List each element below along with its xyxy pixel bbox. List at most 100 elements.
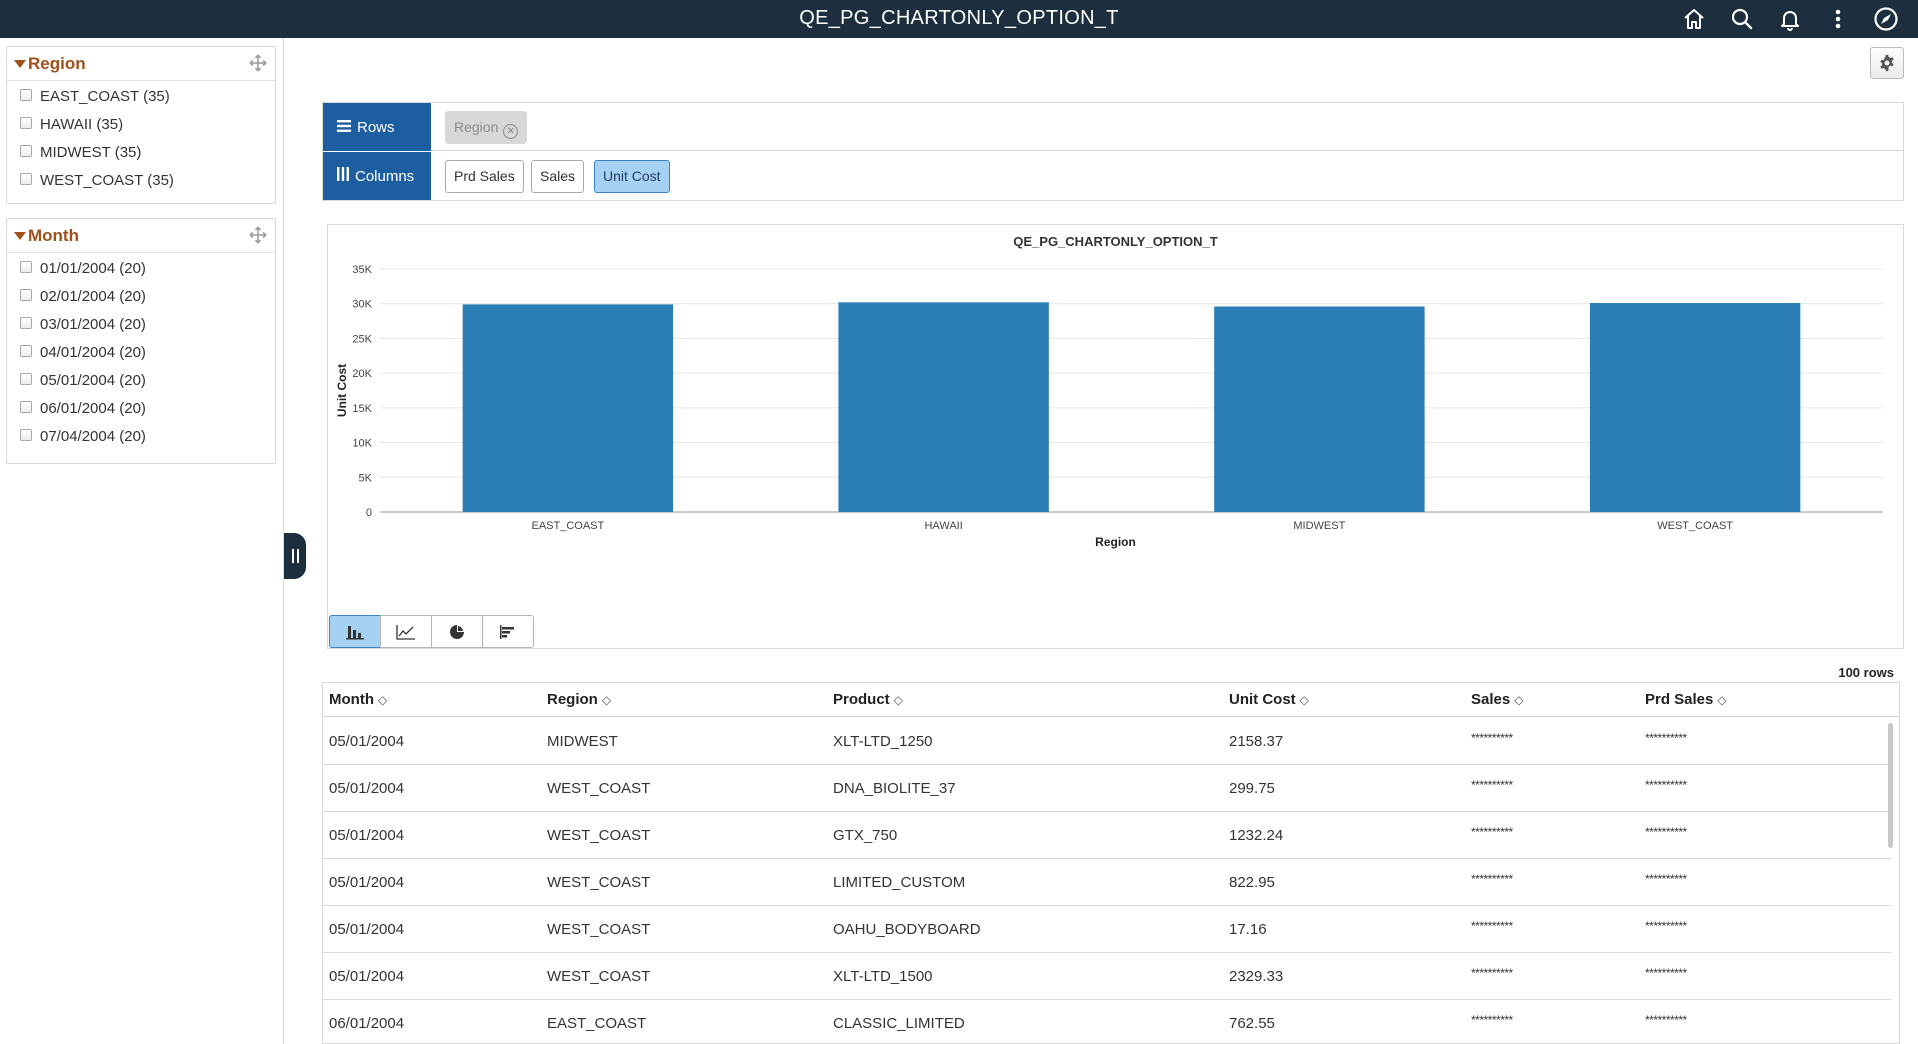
table-cell: 05/01/2004 [329, 921, 405, 938]
horizontal-bar-chart-button[interactable] [482, 615, 534, 648]
facet-item[interactable]: 04/01/2004 (20) [7, 339, 275, 367]
table-cell: WEST_COAST [547, 874, 651, 891]
sort-icon[interactable]: ◇ [1514, 693, 1524, 707]
facet-checkbox[interactable] [20, 317, 32, 329]
sort-icon[interactable]: ◇ [1299, 693, 1309, 707]
table-row[interactable]: 06/01/2004 EAST_COAST CLASSIC_LIMITED 762.5… [323, 1000, 1891, 1043]
header-label: Prd Sales [1645, 691, 1714, 708]
column-header-prd-sales[interactable]: Prd Sales ◇ [1645, 691, 1727, 708]
data-grid: Month ◇ Region ◇ Product ◇ Unit Cost ◇ Sales… [322, 682, 1900, 1044]
table-cell: 17.16 [1229, 921, 1267, 938]
collapse-triangle-icon[interactable] [14, 232, 26, 240]
table-cell: 762.55 [1229, 1015, 1275, 1032]
grid-header: Month ◇ Region ◇ Product ◇ Unit Cost ◇ Sales… [323, 683, 1899, 717]
navbar-compass-icon[interactable] [1862, 0, 1910, 38]
table-row[interactable]: 05/01/2004 MIDWEST XLT-LTD_1250 2158.37 ****… [323, 718, 1891, 765]
facet-item-label: WEST_COAST (35) [40, 172, 174, 189]
facet-item[interactable]: EAST_COAST (35) [7, 83, 275, 111]
table-cell: ********** [1471, 778, 1513, 792]
bar [1589, 303, 1801, 512]
facet-checkbox[interactable] [20, 289, 32, 301]
horizontal-bar-chart-icon [500, 624, 514, 639]
sort-icon[interactable]: ◇ [893, 693, 903, 707]
facet-checkbox[interactable] [20, 173, 32, 185]
facet-checkbox[interactable] [20, 117, 32, 129]
table-row[interactable]: 05/01/2004 WEST_COAST GTX_750 1232.24 ******… [323, 812, 1891, 859]
facet-checkbox[interactable] [20, 373, 32, 385]
pie-chart-button[interactable] [431, 615, 483, 648]
column-header-product[interactable]: Product ◇ [833, 691, 903, 708]
facet-item[interactable]: 07/04/2004 (20) [7, 423, 275, 451]
sort-icon[interactable]: ◇ [1717, 693, 1727, 707]
vertical-scrollbar[interactable] [1888, 723, 1893, 848]
collapse-triangle-icon[interactable] [14, 60, 26, 68]
collapse-panel-handle[interactable] [284, 533, 306, 579]
facet-checkbox[interactable] [20, 89, 32, 101]
columns-button[interactable]: Columns [323, 152, 431, 200]
facet-item-label: 03/01/2004 (20) [40, 316, 146, 333]
pivot-fields-box: Rows Region ✕ Columns Prd Sales Sales Uni… [322, 102, 1904, 201]
table-cell: ********** [1471, 825, 1513, 839]
bar-chart-icon [346, 625, 364, 639]
column-header-region[interactable]: Region ◇ [547, 691, 611, 708]
table-cell: OAHU_BODYBOARD [833, 921, 981, 938]
column-field-chip-prd-sales[interactable]: Prd Sales [445, 160, 524, 193]
facet-header[interactable]: Month [7, 219, 275, 253]
more-vertical-icon[interactable] [1814, 0, 1862, 38]
table-cell: WEST_COAST [547, 921, 651, 938]
top-banner: QE_PG_CHARTONLY_OPTION_T [0, 0, 1918, 38]
column-header-unit-cost[interactable]: Unit Cost ◇ [1229, 691, 1309, 708]
facet-checkbox[interactable] [20, 261, 32, 273]
facet-item[interactable]: 01/01/2004 (20) [7, 255, 275, 283]
facet-checkbox[interactable] [20, 345, 32, 357]
line-chart-button[interactable] [380, 615, 432, 648]
search-icon[interactable] [1718, 0, 1766, 38]
move-icon[interactable] [249, 226, 267, 244]
facet-item-label: 05/01/2004 (20) [40, 372, 146, 389]
facet-item[interactable]: MIDWEST (35) [7, 139, 275, 167]
table-row[interactable]: 05/01/2004 WEST_COAST LIMITED_CUSTOM 822.95… [323, 859, 1891, 906]
home-icon[interactable] [1670, 0, 1718, 38]
table-row[interactable]: 05/01/2004 WEST_COAST OAHU_BODYBOARD 17.16 *… [323, 906, 1891, 953]
page-title: QE_PG_CHARTONLY_OPTION_T [799, 7, 1119, 29]
remove-circle-icon[interactable]: ✕ [503, 124, 519, 139]
table-row[interactable]: 05/01/2004 WEST_COAST DNA_BIOLITE_37 299.75… [323, 765, 1891, 812]
settings-gear-button[interactable] [1870, 47, 1904, 79]
sort-icon[interactable]: ◇ [377, 693, 388, 707]
table-cell: 05/01/2004 [329, 874, 405, 891]
rows-button[interactable]: Rows [323, 103, 431, 151]
column-field-chip-unit-cost[interactable]: Unit Cost [594, 160, 670, 193]
facet-item-label: EAST_COAST (35) [40, 88, 170, 105]
table-cell: WEST_COAST [547, 968, 651, 985]
facet-item-label: 06/01/2004 (20) [40, 400, 146, 417]
facet-checkbox[interactable] [20, 145, 32, 157]
move-icon[interactable] [249, 54, 267, 72]
facet-header[interactable]: Region [7, 47, 275, 81]
table-row[interactable]: 05/01/2004 WEST_COAST XLT-LTD_1500 2329.33 *… [323, 953, 1891, 1000]
bar-chart-button[interactable] [329, 615, 381, 648]
bell-icon[interactable] [1766, 0, 1814, 38]
column-header-sales[interactable]: Sales ◇ [1471, 691, 1523, 708]
bar [1214, 306, 1425, 512]
facet-item[interactable]: 03/01/2004 (20) [7, 311, 275, 339]
table-cell: ********** [1645, 825, 1687, 839]
column-field-chip-sales[interactable]: Sales [531, 160, 585, 193]
facet-item[interactable]: WEST_COAST (35) [7, 167, 275, 195]
column-header-month[interactable]: Month ◇ [329, 691, 387, 708]
facet-checkbox[interactable] [20, 401, 32, 413]
table-cell: ********** [1471, 872, 1513, 886]
table-cell: XLT-LTD_1500 [833, 968, 933, 985]
facet-item[interactable]: HAWAII (35) [7, 111, 275, 139]
facet-checkbox[interactable] [20, 429, 32, 441]
y-tick-label: 5K [359, 472, 373, 484]
facet-item[interactable]: 06/01/2004 (20) [7, 395, 275, 423]
table-cell: 2158.37 [1229, 733, 1284, 750]
facet-item[interactable]: 02/01/2004 (20) [7, 283, 275, 311]
sort-icon[interactable]: ◇ [601, 693, 612, 707]
bar [838, 302, 1049, 512]
columns-icon [337, 167, 349, 185]
facet-item[interactable]: 05/01/2004 (20) [7, 367, 275, 395]
row-field-chip-region[interactable]: Region ✕ [445, 111, 528, 144]
table-cell: 05/01/2004 [329, 827, 405, 844]
table-cell: DNA_BIOLITE_37 [833, 780, 956, 797]
